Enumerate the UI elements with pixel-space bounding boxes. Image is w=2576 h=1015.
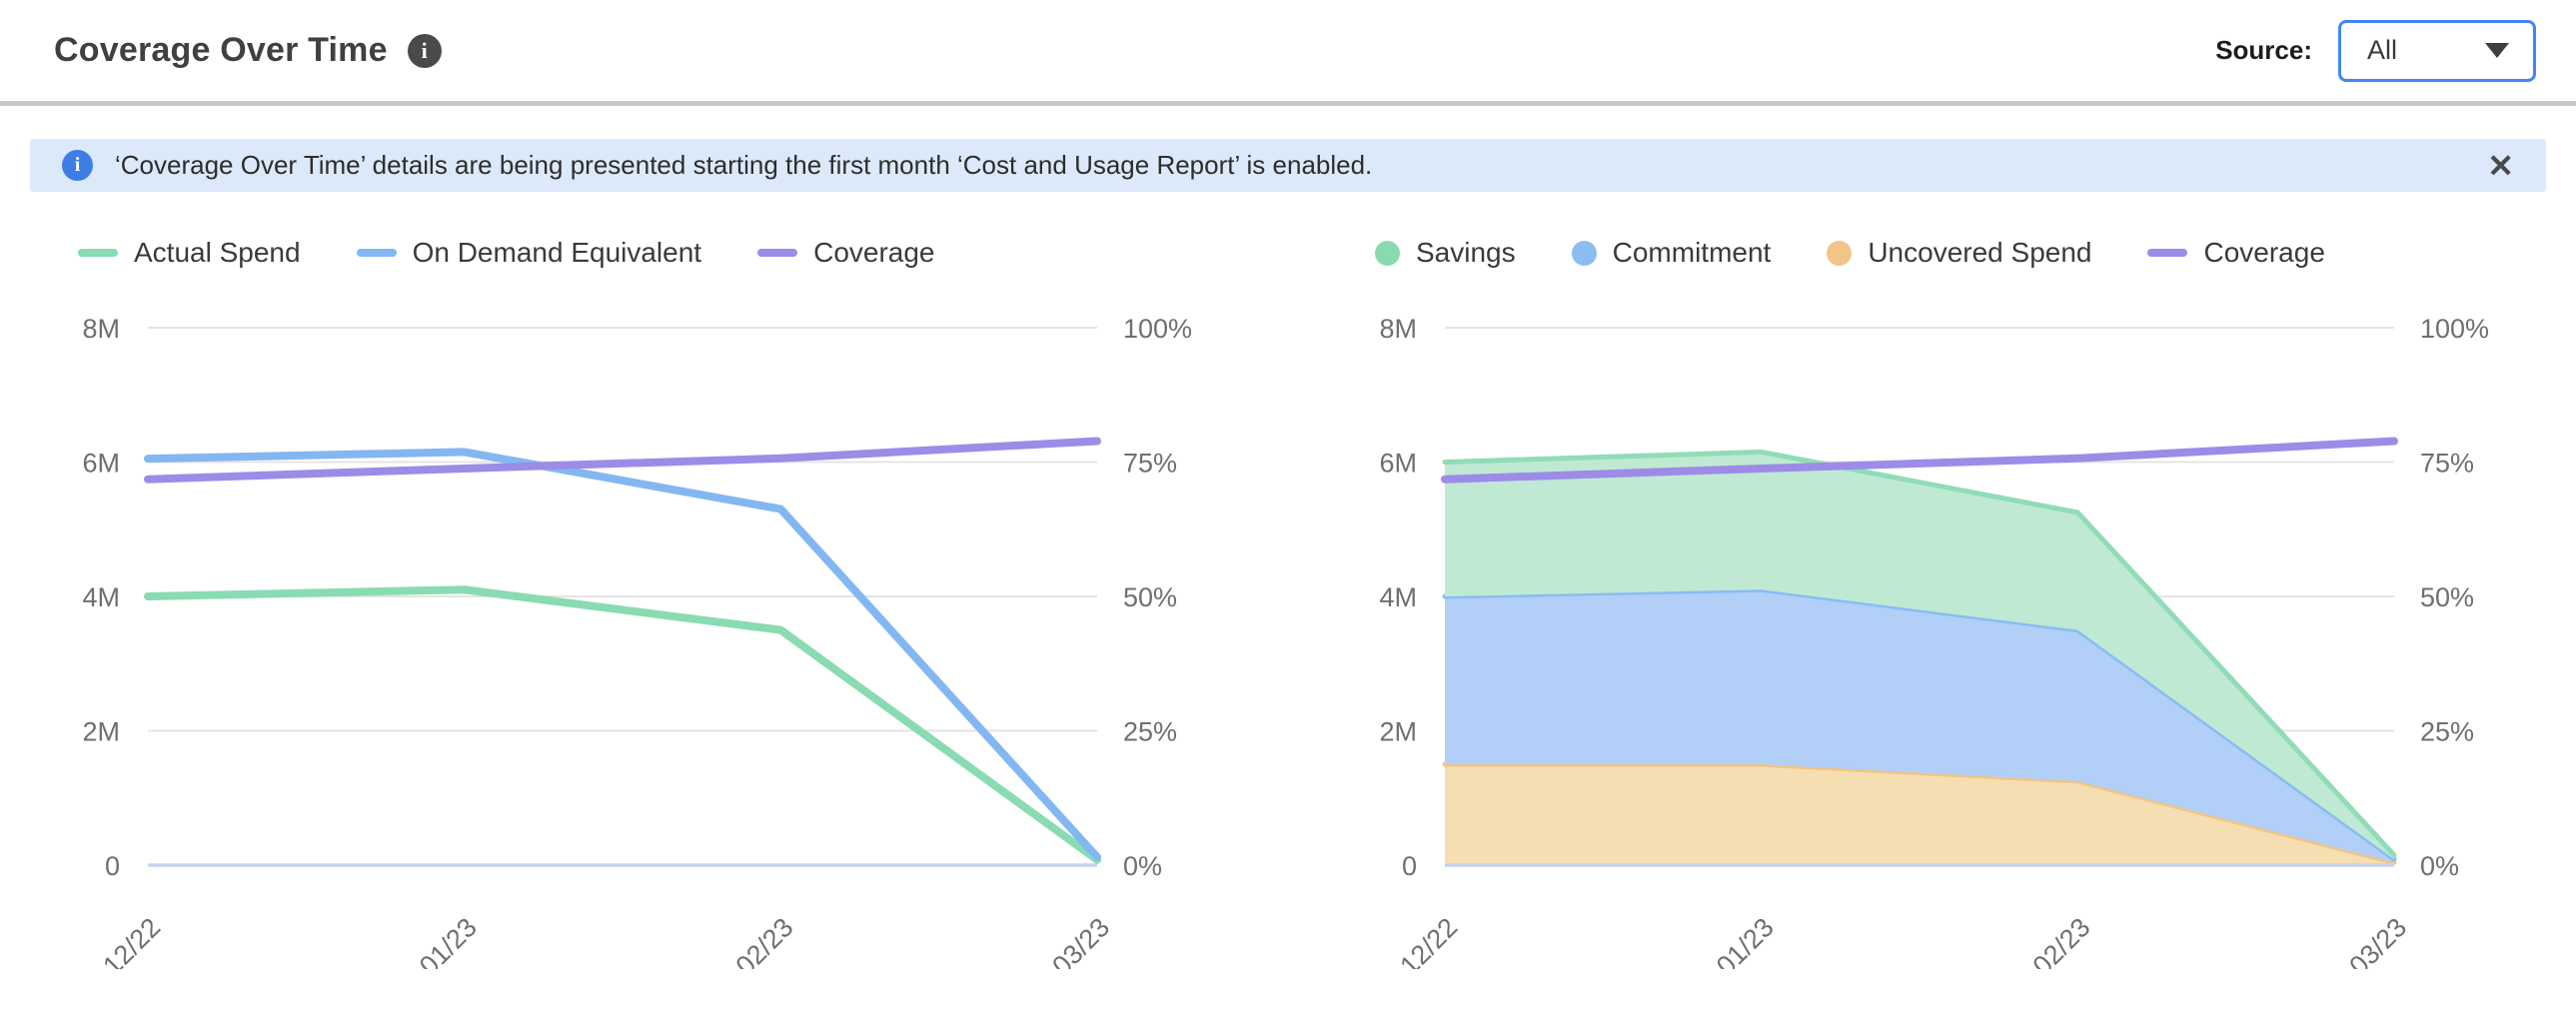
legend-item-savings[interactable]: Savings bbox=[1375, 237, 1516, 269]
left-tick-label: 0 bbox=[1402, 851, 1417, 881]
legend-label: Savings bbox=[1416, 237, 1516, 268]
page-title: Coverage Over Time bbox=[54, 31, 388, 69]
legend-label: Actual Spend bbox=[134, 237, 301, 268]
legend-dash-marker bbox=[757, 249, 798, 257]
series-line-coverage[interactable] bbox=[144, 437, 1101, 484]
line-chart-legend: Actual Spend On Demand Equivalent Coverage bbox=[28, 232, 1251, 274]
right-tick-label: 100% bbox=[2420, 314, 2489, 344]
chevron-down-icon bbox=[2485, 43, 2509, 58]
x-tick-label: 01/23 bbox=[1711, 912, 1780, 969]
left-tick-label: 4M bbox=[82, 582, 120, 612]
x-tick-label: 12/22 bbox=[1394, 912, 1463, 969]
source-dropdown[interactable]: All bbox=[2338, 19, 2536, 82]
series-line-coverage[interactable] bbox=[1441, 437, 2398, 484]
area-chart-legend: Savings Commitment Uncovered Spend Coverage bbox=[1325, 232, 2548, 274]
spend-line-chart-panel: Actual Spend On Demand Equivalent Coverage… bbox=[28, 232, 1251, 981]
coverage-area-chart: 8M 6M 4M 2M 0 100% 75% 50% 25% 0% 12/22 01/23 02/23 0… bbox=[1379, 314, 2489, 981]
left-tick-label: 0 bbox=[105, 851, 120, 881]
legend-circle-marker bbox=[1375, 240, 1400, 266]
x-axis-labels: 12/22 01/23 02/23 03/23 bbox=[97, 912, 1115, 981]
legend-dash-marker bbox=[78, 249, 118, 257]
right-tick-label: 0% bbox=[2420, 851, 2459, 881]
x-tick-label: 02/23 bbox=[2027, 912, 2096, 969]
spend-line-chart: 8M 6M 4M 2M 0 100% 75% 50% 25% 0% 12/22 01/23 02/23 0… bbox=[82, 314, 1192, 981]
legend-item-actual-spend[interactable]: Actual Spend bbox=[78, 237, 301, 269]
legend-label: Coverage bbox=[813, 237, 935, 268]
right-tick-label: 25% bbox=[2420, 717, 2474, 747]
source-label: Source: bbox=[2215, 35, 2312, 65]
gridlines bbox=[148, 327, 1097, 732]
left-axis-labels: 8M 6M 4M 2M 0 bbox=[1379, 314, 1417, 881]
right-tick-label: 50% bbox=[1123, 582, 1177, 612]
left-tick-label: 4M bbox=[1379, 582, 1417, 612]
left-tick-label: 2M bbox=[1379, 717, 1417, 747]
right-tick-label: 75% bbox=[2420, 449, 2474, 479]
legend-label: Uncovered Spend bbox=[1868, 237, 2092, 268]
info-banner: i ‘Coverage Over Time’ details are being… bbox=[30, 139, 2546, 192]
legend-item-coverage[interactable]: Coverage bbox=[757, 237, 935, 269]
right-axis-labels: 100% 75% 50% 25% 0% bbox=[1123, 314, 1192, 881]
right-tick-label: 25% bbox=[1123, 717, 1177, 747]
x-tick-label: 12/22 bbox=[97, 912, 166, 969]
coverage-area-chart-panel: Savings Commitment Uncovered Spend Coverage… bbox=[1325, 232, 2548, 981]
right-tick-label: 75% bbox=[1123, 449, 1177, 479]
title-info-icon[interactable]: i bbox=[407, 33, 442, 68]
left-tick-label: 8M bbox=[1379, 314, 1417, 344]
banner-text: ‘Coverage Over Time’ details are being p… bbox=[115, 150, 1373, 180]
legend-circle-marker bbox=[1571, 240, 1597, 266]
x-tick-label: 02/23 bbox=[730, 912, 799, 969]
area-border-commitment bbox=[1442, 586, 2397, 862]
legend-label: Coverage bbox=[2203, 237, 2325, 268]
left-tick-label: 2M bbox=[82, 717, 120, 747]
series-line-actual-spend[interactable] bbox=[144, 585, 1101, 864]
charts-row: Actual Spend On Demand Equivalent Coverage… bbox=[0, 232, 2576, 981]
stacked-areas bbox=[1442, 449, 2397, 865]
area-border-savings bbox=[1442, 449, 2397, 858]
right-axis-labels: 100% 75% 50% 25% 0% bbox=[2420, 314, 2489, 881]
legend-item-commitment[interactable]: Commitment bbox=[1571, 237, 1772, 269]
area-commitment[interactable] bbox=[1445, 589, 2394, 863]
left-tick-label: 6M bbox=[1379, 449, 1417, 479]
legend-item-on-demand-equivalent[interactable]: On Demand Equivalent bbox=[356, 237, 702, 269]
legend-circle-marker bbox=[1827, 240, 1853, 266]
legend-dash-marker bbox=[2147, 249, 2188, 257]
x-tick-label: 01/23 bbox=[414, 912, 483, 969]
close-icon[interactable]: ✕ bbox=[2487, 147, 2514, 184]
source-dropdown-value: All bbox=[2367, 35, 2398, 65]
legend-dash-marker bbox=[356, 249, 397, 257]
left-tick-label: 6M bbox=[82, 449, 120, 479]
legend-item-coverage[interactable]: Coverage bbox=[2147, 237, 2325, 269]
x-tick-label: 03/23 bbox=[1046, 912, 1115, 969]
x-tick-label: 03/23 bbox=[2343, 912, 2412, 969]
legend-label: On Demand Equivalent bbox=[412, 237, 702, 268]
right-tick-label: 50% bbox=[2420, 582, 2474, 612]
x-axis-labels: 12/22 01/23 02/23 03/23 bbox=[1394, 912, 2412, 981]
legend-label: Commitment bbox=[1612, 237, 1772, 268]
right-tick-label: 100% bbox=[1123, 314, 1192, 344]
widget-header: Coverage Over Time i Source: All bbox=[0, 0, 2576, 106]
banner-info-icon: i bbox=[62, 150, 93, 181]
legend-item-uncovered-spend[interactable]: Uncovered Spend bbox=[1827, 237, 2091, 269]
area-uncovered-spend[interactable] bbox=[1445, 764, 2394, 865]
left-axis-labels: 8M 6M 4M 2M 0 bbox=[82, 314, 120, 881]
area-savings[interactable] bbox=[1445, 452, 2394, 859]
right-tick-label: 0% bbox=[1123, 851, 1162, 881]
series-line-on-demand-equivalent[interactable] bbox=[144, 448, 1101, 861]
left-tick-label: 8M bbox=[82, 314, 120, 344]
